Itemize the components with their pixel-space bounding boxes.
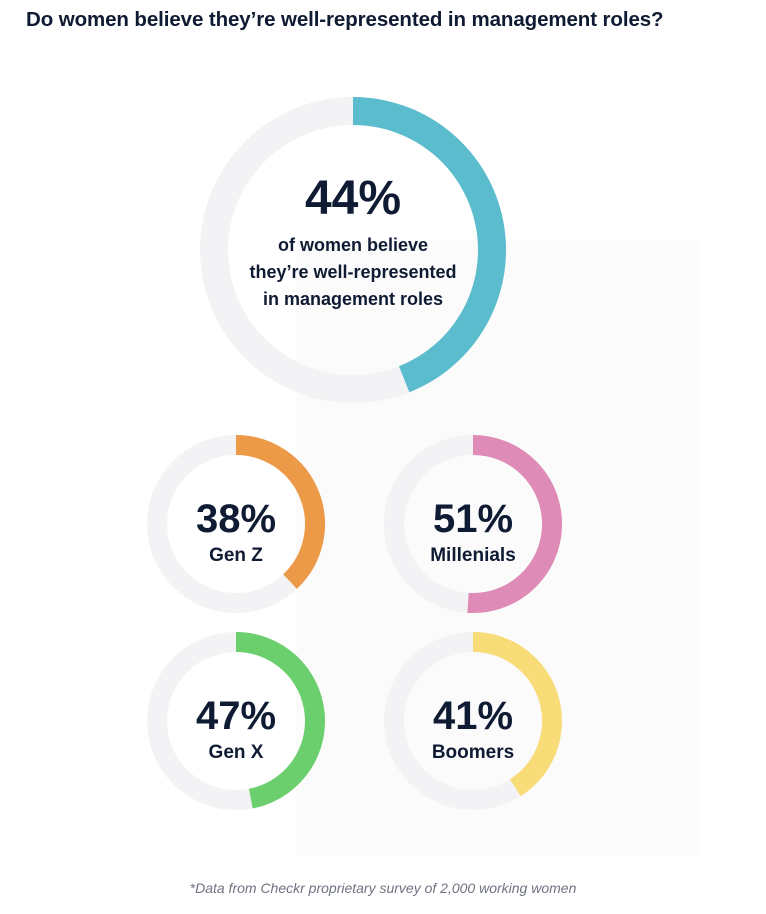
donut-gen-z-arc xyxy=(235,435,325,589)
donut-gen-x-arc xyxy=(235,632,325,809)
donut-gen-z: 38% Gen Z xyxy=(147,435,325,613)
donut-gen-z-percent-label: 38% xyxy=(196,497,276,541)
donut-boomers-arc xyxy=(472,632,562,797)
chart-backdrop xyxy=(296,240,700,856)
donut-gen-x-percent-label: 47% xyxy=(196,694,276,738)
donut-millenials: 51% Millenials xyxy=(384,435,563,613)
footnote: *Data from Checkr proprietary survey of … xyxy=(189,880,577,896)
main-donut-label-line: they’re well-represented xyxy=(249,262,456,282)
donut-boomers: 41% Boomers xyxy=(384,632,562,810)
main-donut: 44% of women believe they’re well-represen… xyxy=(200,97,506,403)
main-donut-percent-label: 44% xyxy=(305,172,401,225)
donut-millenials-label-line: Millenials xyxy=(430,545,516,566)
main-donut-label-line: of women believe xyxy=(278,235,428,255)
main-donut-label-line: in management roles xyxy=(263,289,443,309)
main-donut-arc xyxy=(352,97,506,393)
donut-gen-x: 47% Gen X xyxy=(147,632,325,810)
page-title: Do women believe they’re well-represente… xyxy=(26,8,664,31)
donut-boomers-percent-label: 41% xyxy=(433,694,513,738)
donut-millenials-arc xyxy=(467,435,563,613)
donut-boomers-label-line: Boomers xyxy=(432,742,514,763)
donut-gen-z-label-line: Gen Z xyxy=(209,545,263,566)
donut-millenials-percent-label: 51% xyxy=(433,497,513,541)
donut-gen-x-label-line: Gen X xyxy=(209,742,264,763)
